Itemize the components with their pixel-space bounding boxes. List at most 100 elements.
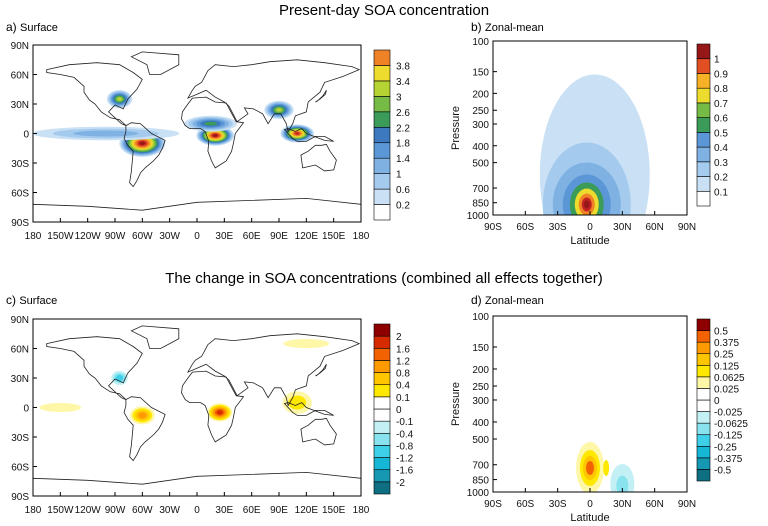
x-tick-label-b-0: 90S — [484, 222, 502, 233]
y-tick-label-c-6: 90S — [11, 492, 29, 503]
x-tick-label-c-2: 120W — [75, 505, 102, 516]
colorbar-label-c-2: -1.2 — [396, 454, 414, 465]
colorbar-label-d-7: 0.025 — [714, 384, 739, 395]
x-tick-label-a-7: 30E — [215, 231, 233, 242]
colorbar-box-b-5 — [696, 117, 711, 133]
zonal-panel-d: 90S 60S 30S 0 30N 60N 90N 100 150 200 250 300 400 500… — [450, 312, 748, 524]
colorbar-box-d-9 — [696, 364, 711, 378]
coastline-c-7 — [315, 363, 327, 377]
colorbar-box-d-6 — [696, 399, 711, 412]
x-tick-label-a-5: 30W — [159, 231, 180, 242]
zonal-field-b — [539, 74, 650, 215]
colorbar-box-b-9 — [696, 58, 711, 74]
x-tick-label-b-2: 30S — [549, 222, 567, 233]
field-contour-c-5-3 — [115, 374, 124, 382]
colorbar-label-d-3: -0.125 — [714, 431, 743, 442]
y-tick-label-d-9: 1000 — [467, 488, 490, 499]
colorbar-box-c-12 — [373, 335, 391, 349]
coastline-a-7 — [315, 89, 327, 103]
x-tick-label-a-2: 120W — [75, 231, 102, 242]
panel-a-label: a) — [6, 20, 17, 34]
colorbar-box-b-0 — [696, 190, 711, 207]
zonal-contour-d-pos-2 — [603, 459, 610, 476]
zonal-field-d — [576, 441, 635, 492]
colorbar-label-b-6: 0.7 — [714, 99, 728, 110]
colorbar-label-c-8: 0.4 — [396, 381, 410, 392]
x-tick-label-d-1: 60S — [516, 499, 534, 510]
colorbar-label-a-6: 2.6 — [396, 108, 410, 119]
x-axis-label-b: Latitude — [570, 235, 609, 247]
colorbar-box-c-0 — [373, 481, 391, 495]
colorbar-label-d-11: 0.375 — [714, 338, 739, 349]
y-tick-label-a-2: 30N — [11, 100, 29, 111]
x-tick-label-c-11: 150E — [322, 505, 346, 516]
map-panel-a: 180 150W 120W 90W 60W 30W 0 30E 60E 90E 120E 150E 18… — [11, 41, 411, 242]
x-tick-label-b-4: 30N — [613, 222, 631, 233]
zonal-contour-d-3 — [586, 460, 594, 475]
field-contour-c-2-1 — [288, 395, 307, 410]
colorbar-label-a-9: 3.8 — [396, 61, 410, 72]
panel-c-label: c) — [6, 293, 16, 307]
field-contour-a-4-7 — [276, 108, 282, 112]
colorbar-label-d-0: -0.5 — [714, 465, 732, 476]
y-tick-label-a-0: 90N — [11, 41, 29, 52]
panel-d-label: d) — [471, 293, 482, 307]
x-tick-label-d-4: 30N — [613, 499, 631, 510]
bottom-figure-title: The change in SOA concentrations (combin… — [165, 270, 603, 287]
field-contour-a-0-13 — [139, 141, 145, 145]
x-tick-label-a-0: 180 — [25, 231, 42, 242]
panel-d-title: d) Zonal-mean — [471, 293, 544, 307]
colorbar-label-b-7: 0.8 — [714, 84, 728, 95]
colorbar-box-a-3 — [373, 157, 391, 174]
x-tick-label-a-4: 60W — [132, 231, 153, 242]
coastline-c-0 — [46, 336, 143, 400]
x-tick-label-b-5: 60N — [645, 222, 663, 233]
colorbar-box-d-1 — [696, 457, 711, 470]
colorbar-label-c-0: -2 — [396, 478, 405, 489]
colorbar-box-d-4 — [696, 422, 711, 436]
map-panel-c: 180 150W 120W 90W 60W 30W 0 30E 60E 90E 120E 150E 18… — [11, 315, 414, 516]
y-tick-label-d-7: 700 — [472, 461, 489, 472]
colorbar-label-a-2: 1 — [396, 170, 402, 181]
colorbar-label-b-2: 0.3 — [714, 158, 728, 169]
colorbar-label-d-6: 0 — [714, 396, 720, 407]
x-axis-label-d: Latitude — [570, 512, 609, 524]
x-tick-label-c-3: 90W — [105, 505, 126, 516]
colorbar-box-b-7 — [696, 87, 711, 104]
map-field-a — [33, 51, 361, 222]
field-contour-a-3-7 — [117, 97, 122, 101]
colorbar-box-d-7 — [696, 388, 711, 401]
colorbar-label-d-12: 0.5 — [714, 327, 728, 338]
x-tick-label-a-11: 150E — [322, 231, 346, 242]
y-axis-label-b: Pressure — [450, 106, 462, 150]
colorbar-box-a-8 — [373, 80, 391, 97]
y-tick-label-b-2: 200 — [472, 89, 489, 100]
coastline-c-3 — [181, 370, 245, 443]
colorbar-label-c-7: 0.1 — [396, 393, 410, 404]
colorbar-label-c-6: 0 — [396, 405, 402, 416]
panel-c-name: Surface — [19, 295, 58, 307]
x-tick-label-b-1: 60S — [516, 222, 534, 233]
y-tick-label-c-1: 60N — [11, 345, 29, 356]
colorbar-label-d-4: -0.0625 — [714, 419, 748, 430]
x-tick-label-c-10: 120E — [295, 505, 319, 516]
coastline-a-5 — [130, 51, 180, 75]
y-tick-label-d-2: 200 — [472, 365, 489, 376]
colorbar-label-c-11: 1.6 — [396, 344, 410, 355]
coastline-c-1 — [123, 396, 166, 462]
colorbar-label-c-9: 0.8 — [396, 369, 410, 380]
colorbar-label-b-0: 0.1 — [714, 187, 728, 198]
field-contour-c-4-0 — [283, 339, 330, 349]
y-tick-label-c-3: 0 — [23, 404, 29, 415]
colorbar-label-a-0: 0.2 — [396, 201, 410, 212]
colorbar-box-c-11 — [373, 347, 391, 361]
x-tick-label-c-9: 90E — [270, 505, 288, 516]
x-tick-label-b-3: 0 — [587, 222, 593, 233]
panel-a-name: Surface — [20, 22, 58, 34]
colorbar-label-d-5: -0.025 — [714, 408, 743, 419]
top-figure-title: Present-day SOA concentration — [278, 2, 490, 19]
x-tick-label-c-1: 150W — [47, 505, 74, 516]
colorbar-label-c-10: 1.2 — [396, 356, 410, 367]
colorbar-box-b-6 — [696, 102, 711, 118]
panel-b-label: b) — [471, 20, 482, 34]
